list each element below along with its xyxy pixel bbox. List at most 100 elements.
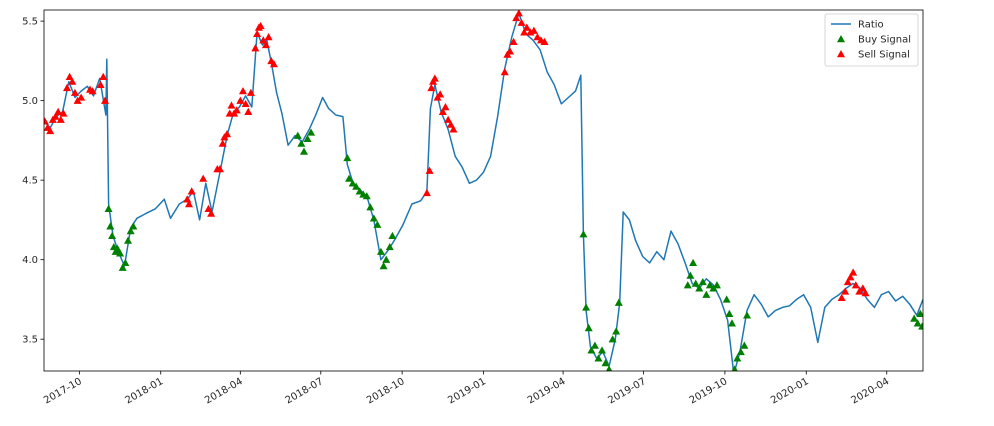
x-tick-label: 2019-10 [688,376,730,406]
buy-signal-marker [343,153,352,162]
legend-sell-swatch [837,50,845,58]
buy-signal-marker [297,139,306,147]
sell-signal-marker [185,200,194,208]
sell-signal-marker [514,10,523,17]
sell-signal-marker [849,268,858,276]
buy-signal-marker [736,347,745,356]
sell-signal-marker [851,281,860,289]
buy-signal-marker [608,335,617,343]
x-tick-label: 2019-04 [526,376,568,406]
buy-signal-marker [740,341,749,349]
buy-signal-marker [108,231,117,240]
sell-signal-marker [88,87,97,95]
buy-signal-marker [345,174,354,182]
buy-signal-marker [293,131,302,139]
buy-signal-marker [725,309,734,317]
buy-signal-marker [731,365,738,371]
sell-signal-marker [56,115,65,123]
series-buy-signal [104,128,923,371]
buy-signal-marker [614,298,623,306]
ratio-line [44,12,923,371]
y-tick-label: 4.5 [22,176,38,187]
buy-signal-marker [705,281,714,289]
sell-signal-marker [207,209,216,217]
buy-signal-marker [722,295,731,303]
buy-signal-marker [579,230,588,238]
buy-signal-marker [605,365,613,371]
buy-signal-marker [597,346,606,354]
sell-signal-marker [241,99,250,108]
sell-signal-marker [44,117,49,125]
sell-signal-marker [59,109,68,117]
buy-signal-marker [582,303,591,311]
buy-signal-marker [913,319,922,327]
y-tick-label: 5.0 [22,96,38,107]
sell-signal-marker [446,120,455,128]
sell-signal-marker [436,90,445,98]
legend-label: Ratio [858,20,884,31]
buy-signal-marker [382,255,391,263]
buy-signal-marker [686,271,695,279]
buy-signal-marker [299,147,308,155]
buy-signal-marker [104,204,113,212]
buy-signal-marker [698,277,707,286]
x-tick-label: 2018-10 [365,376,407,406]
sell-signal-marker [54,107,63,115]
sell-signal-marker [841,287,850,295]
sell-signal-marker [846,273,855,281]
buy-signal-marker [366,203,375,211]
sell-signal-marker [533,33,542,41]
buy-signal-marker [702,290,711,298]
sell-signal-marker [427,83,436,92]
sell-signal-marker [522,23,531,31]
buy-signal-marker [683,281,692,289]
buy-signal-marker [116,249,125,257]
sell-signal-marker [68,77,77,85]
buy-signal-marker [689,258,698,267]
buy-signal-marker [691,279,700,287]
sell-signal-marker [430,74,439,82]
buy-signal-marker [594,354,603,362]
sell-signal-marker [444,115,453,123]
sell-signal-marker [500,68,509,76]
buy-signal-marker [307,128,316,136]
sell-signal-marker [199,174,208,182]
sell-signal-marker [843,277,852,286]
buy-signal-marker [916,309,923,317]
buy-signal-marker [743,311,752,319]
x-tick-label: 2017-10 [42,376,84,406]
sell-signal-marker [236,96,245,104]
sell-signal-marker [62,83,71,92]
buy-signal-marker [695,284,704,292]
buy-signal-marker [584,324,593,332]
buy-signal-marker [113,244,122,252]
legend: Ratio Buy Signal Sell Signal [824,13,919,67]
sell-signal-marker [422,188,431,197]
buy-signal-marker [362,192,371,200]
series-sell-signal [44,10,870,302]
x-tick-label: 2020-04 [850,376,892,406]
sell-signal-marker [449,125,458,133]
sell-signal-marker [438,107,447,115]
buy-signal-marker [587,346,596,354]
sell-signal-marker [425,166,434,174]
sell-signal-marker [264,33,273,41]
sell-signal-marker [215,165,224,173]
sell-signal-marker [99,72,108,80]
buy-signal-marker [303,134,312,143]
sell-signal-marker [858,284,867,292]
sell-signal-marker [244,107,253,115]
buy-signal-marker [918,322,923,330]
x-tick-label: 2019-01 [446,376,488,406]
sell-signal-marker [70,88,79,96]
buy-signal-marker [388,231,397,240]
buy-signal-marker [129,222,138,230]
sell-signal-marker [261,40,270,49]
legend-buy-swatch [837,35,845,43]
x-axis: 2017-10 2018-01 2018-04 2018-07 2018-10 2019-… [42,371,891,406]
buy-signal-marker [369,214,378,222]
buy-signal-marker [355,187,364,195]
sell-signal-marker [259,36,268,44]
sell-signal-marker [232,106,241,114]
sell-signal-marker [227,101,236,109]
